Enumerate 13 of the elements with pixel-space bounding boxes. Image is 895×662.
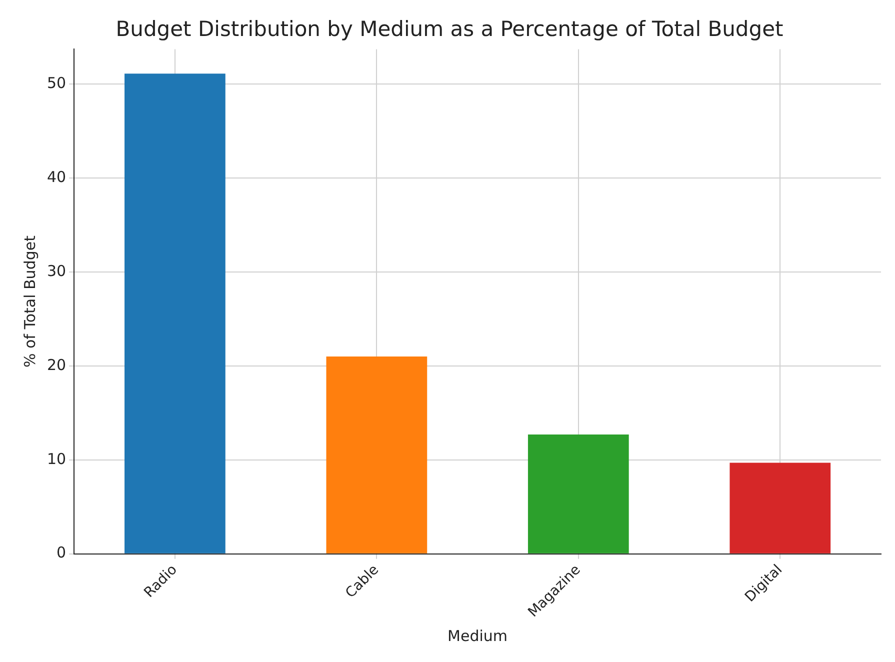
y-axis-title: % of Total Budget bbox=[20, 235, 39, 368]
bar bbox=[730, 462, 831, 554]
y-tick-label: 0 bbox=[56, 544, 66, 562]
y-tick-label: 40 bbox=[46, 168, 66, 186]
bar bbox=[528, 434, 629, 554]
y-tick-label: 20 bbox=[46, 356, 66, 374]
y-tick-label: 30 bbox=[46, 262, 66, 280]
y-tick-label: 10 bbox=[46, 450, 66, 468]
bar bbox=[326, 356, 428, 554]
y-tick-label: 50 bbox=[46, 74, 66, 92]
chart-title: Budget Distribution by Medium as a Percentage of Total Budget bbox=[116, 17, 784, 42]
x-axis-title: Medium bbox=[448, 626, 508, 645]
bar bbox=[124, 74, 226, 554]
